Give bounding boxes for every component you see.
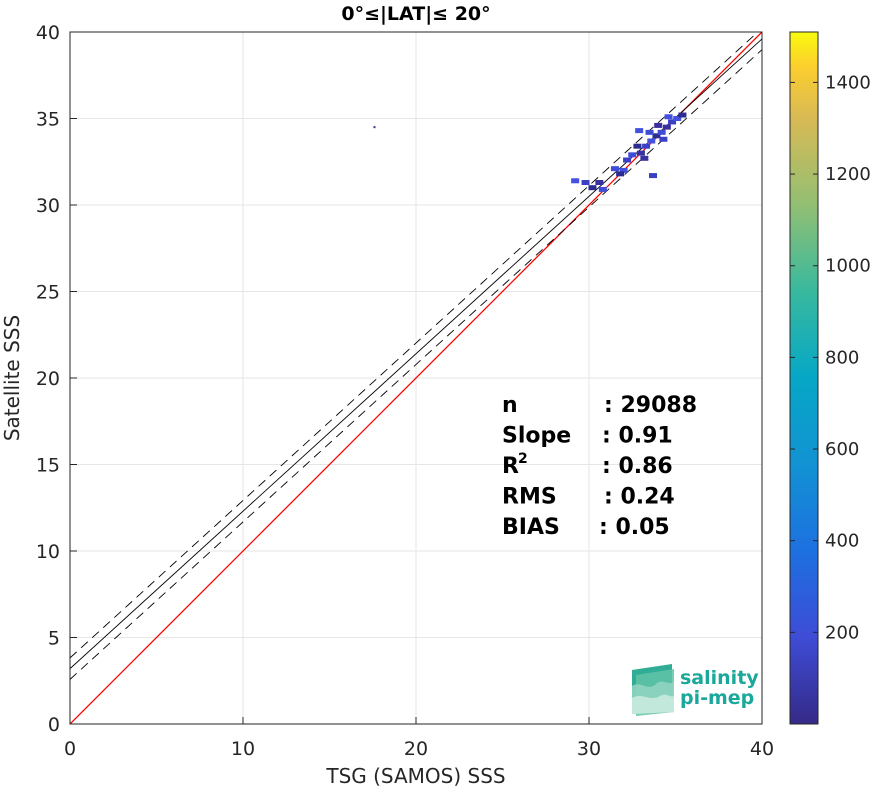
x-tick-label: 10 [231, 738, 255, 760]
colorbar-tick-label: 1000 [825, 256, 871, 277]
stat-label: RMS [502, 485, 557, 510]
logo-text-salinity: salinity [680, 667, 759, 689]
fit-upper-line [70, 32, 759, 659]
density-point [668, 119, 677, 125]
stat-value: : 0.91 [602, 424, 673, 449]
density-point [664, 114, 673, 120]
density-point [610, 166, 619, 172]
stat-value: : 0.86 [602, 454, 673, 479]
density-point [581, 180, 590, 186]
density-point [654, 122, 663, 128]
stat-label: Slope [502, 424, 571, 449]
y-tick-label: 5 [48, 628, 60, 650]
density-point [598, 186, 607, 192]
x-ticks: 0 10 20 30 40 [64, 717, 774, 760]
density-point [649, 173, 658, 179]
colorbar-tick-label: 1400 [825, 72, 871, 93]
density-point [662, 124, 671, 130]
density-point [642, 143, 651, 149]
density-point [657, 129, 666, 135]
colorbar-ticks: 200 400 600 800 1000 1200 1400 [790, 72, 871, 643]
stats-box: n : 29088 Slope : 0.91 R 2 : 0.86 RMS : 0.24 BIAS… [502, 393, 697, 540]
logo-waves-icon [632, 664, 674, 716]
x-tick-label: 40 [750, 738, 774, 760]
stat-label: R [502, 454, 519, 479]
density-point [636, 150, 645, 156]
x-tick-label: 0 [64, 738, 76, 760]
colorbar-tick-label: 800 [825, 347, 859, 368]
colorbar-tick-label: 400 [825, 531, 859, 552]
y-tick-label: 25 [36, 282, 60, 304]
density-point [647, 138, 656, 144]
density-point [588, 185, 597, 191]
y-tick-label: 40 [36, 22, 60, 44]
colorbar-tick-label: 1200 [825, 164, 871, 185]
y-axis-label: Satellite SSS [0, 315, 24, 441]
density-point [633, 143, 642, 149]
stat-label: n [502, 393, 518, 418]
y-tick-label: 15 [36, 455, 60, 477]
fit-lower-line [70, 49, 762, 680]
density-point [616, 171, 625, 177]
colorbar-tick-label: 600 [825, 439, 859, 460]
y-tick-label: 35 [36, 109, 60, 131]
density-point [659, 136, 668, 142]
y-tick-label: 30 [36, 195, 60, 217]
density-point [652, 133, 661, 139]
stat-value: : 0.05 [599, 515, 670, 540]
density-point [619, 167, 628, 173]
chart-title: 0°≤|LAT|≤ 20° [341, 3, 490, 25]
y-tick-label: 0 [48, 714, 60, 736]
y-ticks: 0 5 10 15 20 25 30 35 40 [36, 22, 77, 736]
density-point [628, 152, 637, 158]
x-tick-label: 30 [577, 738, 601, 760]
x-tick-label: 20 [404, 738, 428, 760]
stat-superscript: 2 [518, 451, 528, 467]
density-point [645, 129, 654, 135]
stat-value: : 0.24 [604, 485, 675, 510]
density-point [571, 178, 580, 184]
colorbar [789, 31, 819, 725]
salinity-pi-mep-logo: salinity pi-mep [632, 664, 759, 716]
density-point [635, 128, 644, 134]
y-tick-label: 20 [36, 368, 60, 390]
density-point [373, 126, 376, 129]
stat-value: : 29088 [604, 393, 697, 418]
density-point [673, 116, 682, 121]
density-point [623, 157, 632, 163]
density-point [595, 180, 604, 186]
stat-label: BIAS [502, 515, 560, 540]
density-point [640, 155, 649, 161]
colorbar-tick-label: 200 [825, 622, 859, 643]
x-axis-label: TSG (SAMOS) SSS [325, 764, 505, 788]
y-tick-label: 10 [36, 541, 60, 563]
logo-text-pi-mep: pi-mep [680, 687, 754, 709]
density-points [373, 112, 687, 192]
density-point [678, 112, 687, 118]
